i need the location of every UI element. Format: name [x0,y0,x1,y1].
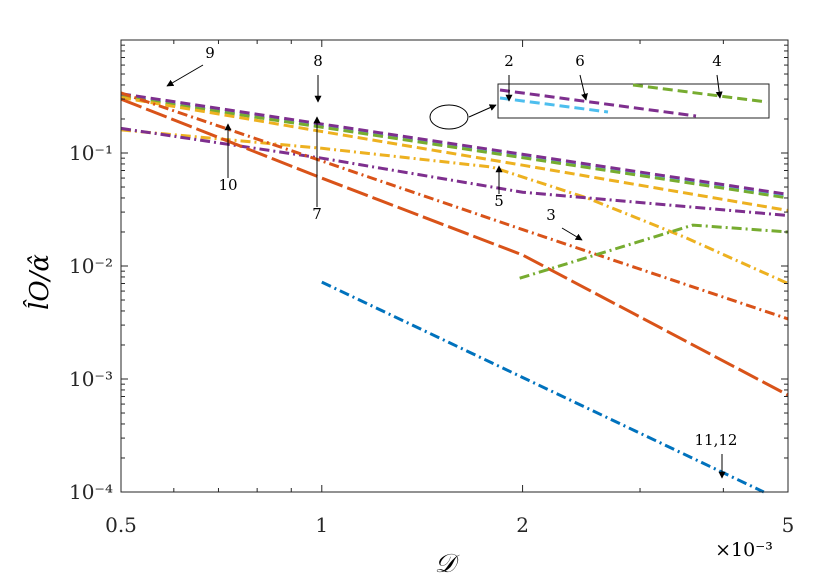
series-line-8 [120,96,789,212]
annotation-arrow [715,74,723,99]
series-line-4 [120,95,789,200]
zoom-arrow [468,104,497,118]
series-line-3 [519,223,789,280]
annotation-label: 3 [546,206,556,224]
inset-series-line-6 [499,88,697,118]
annotation-label: 8 [313,52,323,70]
annotation-arrow [579,74,588,101]
series-line-10 [120,97,789,397]
y-tick-label: 10⁻¹ [69,141,113,165]
annotation-label: 6 [575,52,585,70]
series-line-9 [120,91,789,321]
series-group [120,91,789,494]
annotation-arrow [561,227,583,241]
x-tick-label: 2 [516,513,529,537]
x-tick-label: 0.5 [105,513,137,537]
tick-group [120,40,789,493]
x-axis-scale-factor: ×10⁻³ [715,539,773,561]
y-tick-label: 10⁻² [69,254,113,278]
y-axis-label: l̂O/α̂ [23,254,55,310]
inset-series-line-2 [499,96,609,114]
annotation-label: 7 [312,205,322,223]
annotation-group: 9 8 2 6 4 10 7 5 3 11,12 [166,44,738,479]
tick-label-group: 0.5 1 2 5 10⁻⁴ 10⁻³ 10⁻² 10⁻¹ [69,141,794,537]
annotation-label: 5 [494,192,504,210]
inset-series-line-4 [632,83,768,104]
series-line-7 [120,128,789,285]
x-tick-label: 1 [315,513,328,537]
annotation-arrow [166,64,204,87]
series-line-5 [120,126,789,217]
y-tick-label: 10⁻³ [69,367,113,391]
inset-box [497,83,770,119]
annotation-label: 9 [205,44,215,62]
annotation-label: 4 [712,52,722,70]
annotation-label: 10 [218,176,237,194]
annotation-label: 11,12 [695,431,738,449]
series-line-6 [120,92,789,196]
inset-zoom [429,83,770,130]
annotation-label: 2 [504,52,514,70]
x-tick-label: 5 [782,513,795,537]
zoom-ellipse [429,104,469,130]
series-line-11-12 [321,280,765,494]
y-tick-label: 10⁻⁴ [69,480,113,504]
